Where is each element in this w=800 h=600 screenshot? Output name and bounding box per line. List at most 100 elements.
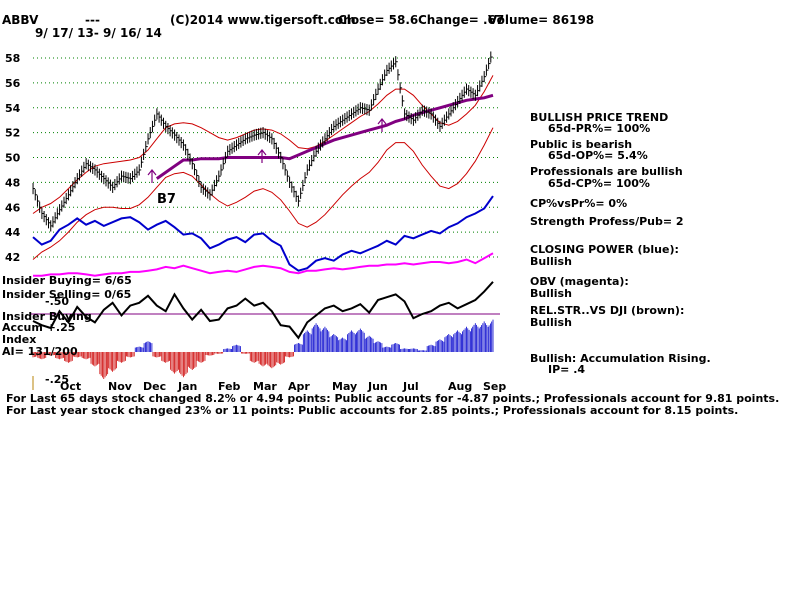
- price-bar: [94, 164, 97, 176]
- ai-value: AI= 131/200: [2, 345, 78, 358]
- price-bar: [377, 83, 381, 95]
- price-bar: [275, 142, 279, 154]
- rel-strength-line: [32, 281, 494, 340]
- price-tick-label: 42: [5, 251, 20, 264]
- series-line-4: [32, 195, 494, 272]
- price-bar: [224, 151, 228, 164]
- price-bar: [488, 58, 491, 70]
- price-bar: [231, 142, 235, 154]
- price-bar: [54, 212, 58, 224]
- price-bar: [450, 105, 454, 117]
- price-bar: [417, 109, 420, 121]
- price-bar: [45, 214, 49, 226]
- price-bar: [381, 74, 385, 86]
- summary-last-year: For Last year stock changed 23% or 11 po…: [6, 404, 738, 417]
- price-bar: [132, 170, 135, 183]
- pr-percent: 65d-PR%= 100%: [548, 122, 650, 135]
- price-bar: [233, 141, 237, 153]
- rel-str-status: Bullish: [530, 316, 572, 329]
- price-bar: [474, 89, 478, 101]
- price-tick-label: 58: [5, 52, 20, 65]
- month-label: Aug: [448, 380, 472, 393]
- accum-index-label: Accum +.25: [2, 321, 75, 334]
- price-bar: [470, 86, 473, 98]
- price-bars: [32, 51, 493, 232]
- price-bar: [92, 162, 95, 174]
- indicator-lines: [32, 75, 494, 340]
- buy-arrow-marker: [147, 118, 387, 183]
- month-label: Oct: [60, 380, 81, 393]
- price-bar: [171, 127, 175, 139]
- price-bar: [242, 134, 246, 146]
- price-bar: [430, 108, 434, 120]
- price-bar: [326, 130, 330, 142]
- price-bar: [446, 111, 449, 123]
- price-bar: [406, 109, 409, 122]
- price-bar: [426, 106, 429, 118]
- insider-selling-count: Insider Selling= 0/65: [2, 288, 131, 301]
- price-bar: [202, 183, 206, 195]
- price-bar: [481, 75, 484, 87]
- price-bar: [34, 189, 38, 201]
- price-bar: [459, 92, 462, 105]
- price-bar: [317, 142, 321, 154]
- month-label: Apr: [288, 380, 310, 393]
- price-bar: [302, 179, 305, 192]
- price-bar: [236, 139, 239, 151]
- header-dashes: ---: [85, 13, 100, 27]
- price-bar: [158, 111, 162, 123]
- price-bar: [452, 102, 456, 114]
- price-bar: [107, 177, 111, 189]
- price-bar: [249, 131, 252, 143]
- price-bar: [311, 155, 314, 167]
- price-bar: [342, 114, 345, 126]
- price-bar: [74, 177, 78, 189]
- price-bar: [238, 137, 241, 150]
- price-tick-label: 54: [5, 102, 21, 115]
- obv-status: Bullish: [530, 287, 572, 300]
- price-bar: [185, 144, 188, 156]
- volume: Volume= 86198: [488, 13, 594, 27]
- price-bar: [151, 120, 155, 133]
- price-bar: [408, 111, 411, 123]
- public-status: Public is bearish: [530, 138, 632, 151]
- price-bar: [461, 89, 465, 101]
- strength-ratio: Strength Profess/Pub= 2: [530, 215, 684, 228]
- price-bar: [147, 133, 151, 145]
- price-bar: [421, 104, 425, 116]
- price-bar: [165, 120, 168, 133]
- price-bar: [114, 178, 117, 191]
- price-bar: [207, 187, 210, 199]
- price-bar: [295, 190, 299, 202]
- price-bar: [127, 172, 131, 184]
- closing-power-status: Bullish: [530, 255, 572, 268]
- price-bar: [271, 133, 274, 145]
- price-bar: [479, 80, 482, 92]
- price-bar: [240, 136, 243, 148]
- price-bar: [320, 139, 323, 151]
- price-bar: [125, 171, 128, 183]
- price-bar: [98, 168, 102, 180]
- price-tick-label: 44: [5, 226, 21, 239]
- price-bar: [59, 204, 62, 216]
- price-change: Change= .67: [418, 13, 504, 27]
- price-bar: [41, 207, 44, 220]
- price-bar: [353, 106, 356, 119]
- price-bar: [308, 159, 312, 171]
- month-label: Dec: [143, 380, 166, 393]
- price-bar: [362, 102, 365, 114]
- price-bar: [379, 78, 383, 91]
- price-bar: [483, 71, 487, 83]
- price-bar: [472, 88, 476, 100]
- price-bar: [404, 108, 407, 120]
- price-bar: [105, 175, 109, 187]
- price-bar: [373, 94, 376, 106]
- price-bar: [182, 139, 186, 151]
- price-bar: [244, 133, 248, 145]
- price-bar: [109, 179, 113, 191]
- price-bar: [392, 58, 396, 70]
- cp-percent: 65d-CP%= 100%: [548, 177, 650, 190]
- price-bar: [333, 120, 336, 133]
- month-label: Feb: [218, 380, 241, 393]
- insider-buying-count: Insider Buying= 6/65: [2, 274, 132, 287]
